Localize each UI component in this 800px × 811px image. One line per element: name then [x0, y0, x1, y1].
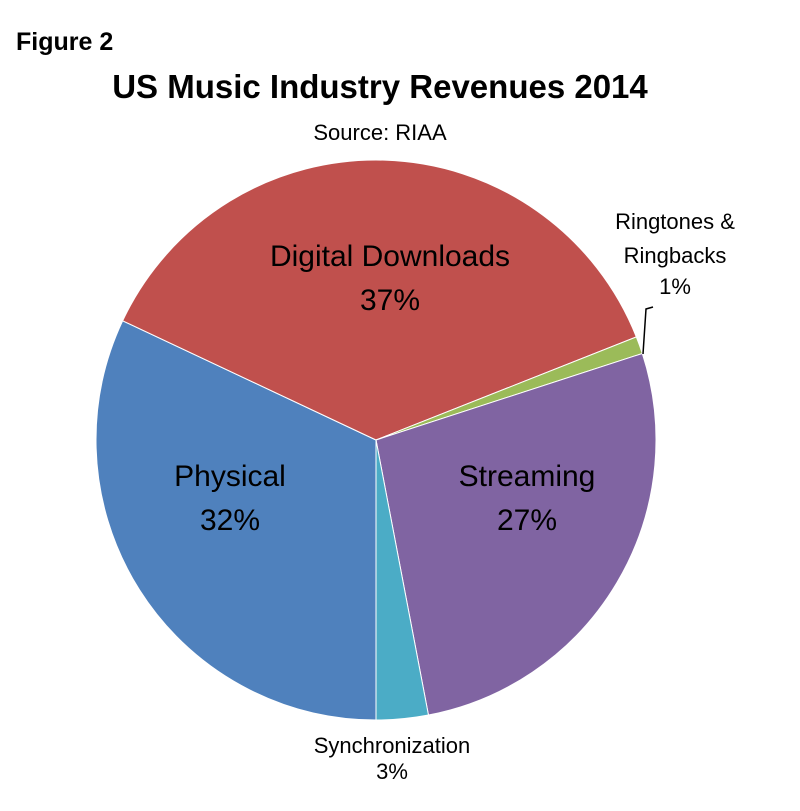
chart-title: US Music Industry Revenues 2014 — [112, 68, 648, 105]
slice-label-name: Physical — [174, 460, 286, 493]
slice-label-name: Digital Downloads — [269, 240, 511, 273]
slice-label-value: 37% — [359, 283, 421, 317]
slice-label-name: Synchronization — [313, 733, 471, 758]
pie-slice-synchronization — [375, 439, 430, 721]
slice-label-value: 32% — [199, 503, 261, 537]
slice-label: Synchronization 3% — [314, 733, 471, 786]
pie-slice-physical — [95, 320, 377, 721]
pie-slice-streaming — [375, 352, 657, 716]
slice-label-value: 3% — [376, 759, 408, 785]
slice-label-value: 1% — [659, 274, 691, 300]
slice-label: Ringtones & Ringbacks 1% — [590, 205, 760, 302]
figure-label: Figure 2 — [16, 28, 114, 56]
slice-label: Streaming 27% — [459, 455, 596, 542]
pie-slice-digital-downloads — [121, 159, 637, 441]
chart-subtitle: Source: RIAA — [313, 120, 447, 145]
slice-label-value: 27% — [496, 503, 558, 537]
slice-label-name: Ringtones & Ringbacks — [615, 209, 735, 269]
leader-line — [642, 306, 654, 355]
slice-label-name: Streaming — [458, 460, 596, 493]
slice-label: Digital Downloads 37% — [270, 235, 510, 322]
slice-label: Physical 32% — [174, 455, 286, 542]
